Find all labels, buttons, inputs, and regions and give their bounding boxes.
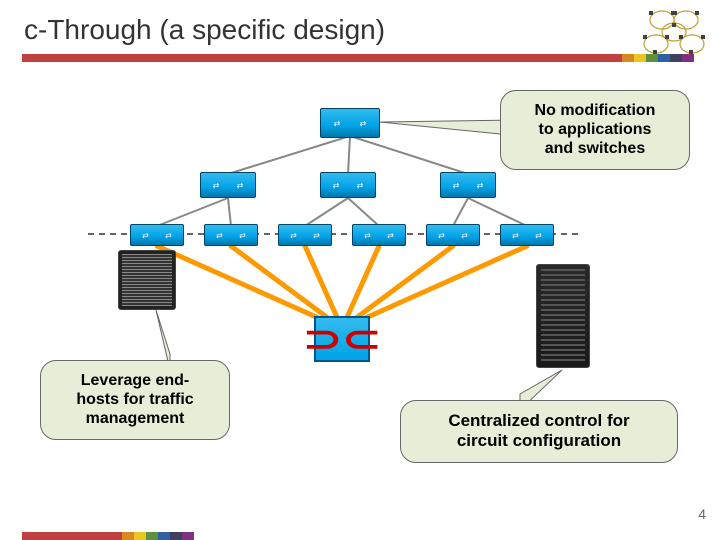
agg-switch-1: ⇄⇄ bbox=[320, 172, 376, 198]
callout-leverage-endhosts: Leverage end-hosts for trafficmanagement bbox=[40, 360, 230, 440]
slide-title: c-Through (a specific design) bbox=[24, 14, 385, 46]
tor-switch-1: ⇄⇄ bbox=[204, 224, 258, 246]
callout-no-modification: No modificationto applicationsand switch… bbox=[500, 90, 690, 170]
page-number: 4 bbox=[698, 506, 706, 522]
tor-switch-2: ⇄⇄ bbox=[278, 224, 332, 246]
optical-switch: ⊃⊂ bbox=[314, 316, 370, 362]
tor-switch-0: ⇄⇄ bbox=[130, 224, 184, 246]
core-switch: ⇄⇄ bbox=[320, 108, 380, 138]
agg-switch-0: ⇄⇄ bbox=[200, 172, 256, 198]
corner-logo bbox=[638, 6, 710, 60]
control-server bbox=[536, 264, 590, 368]
callout-centralized-control: Centralized control forcircuit configura… bbox=[400, 400, 678, 463]
title-underline bbox=[22, 54, 698, 62]
optical-symbol-icon: ⊃⊂ bbox=[303, 318, 381, 360]
footer-stripe bbox=[22, 532, 202, 540]
host-rack bbox=[118, 250, 176, 310]
tor-switch-5: ⇄⇄ bbox=[500, 224, 554, 246]
tor-switch-3: ⇄⇄ bbox=[352, 224, 406, 246]
tor-switch-4: ⇄⇄ bbox=[426, 224, 480, 246]
agg-switch-2: ⇄⇄ bbox=[440, 172, 496, 198]
